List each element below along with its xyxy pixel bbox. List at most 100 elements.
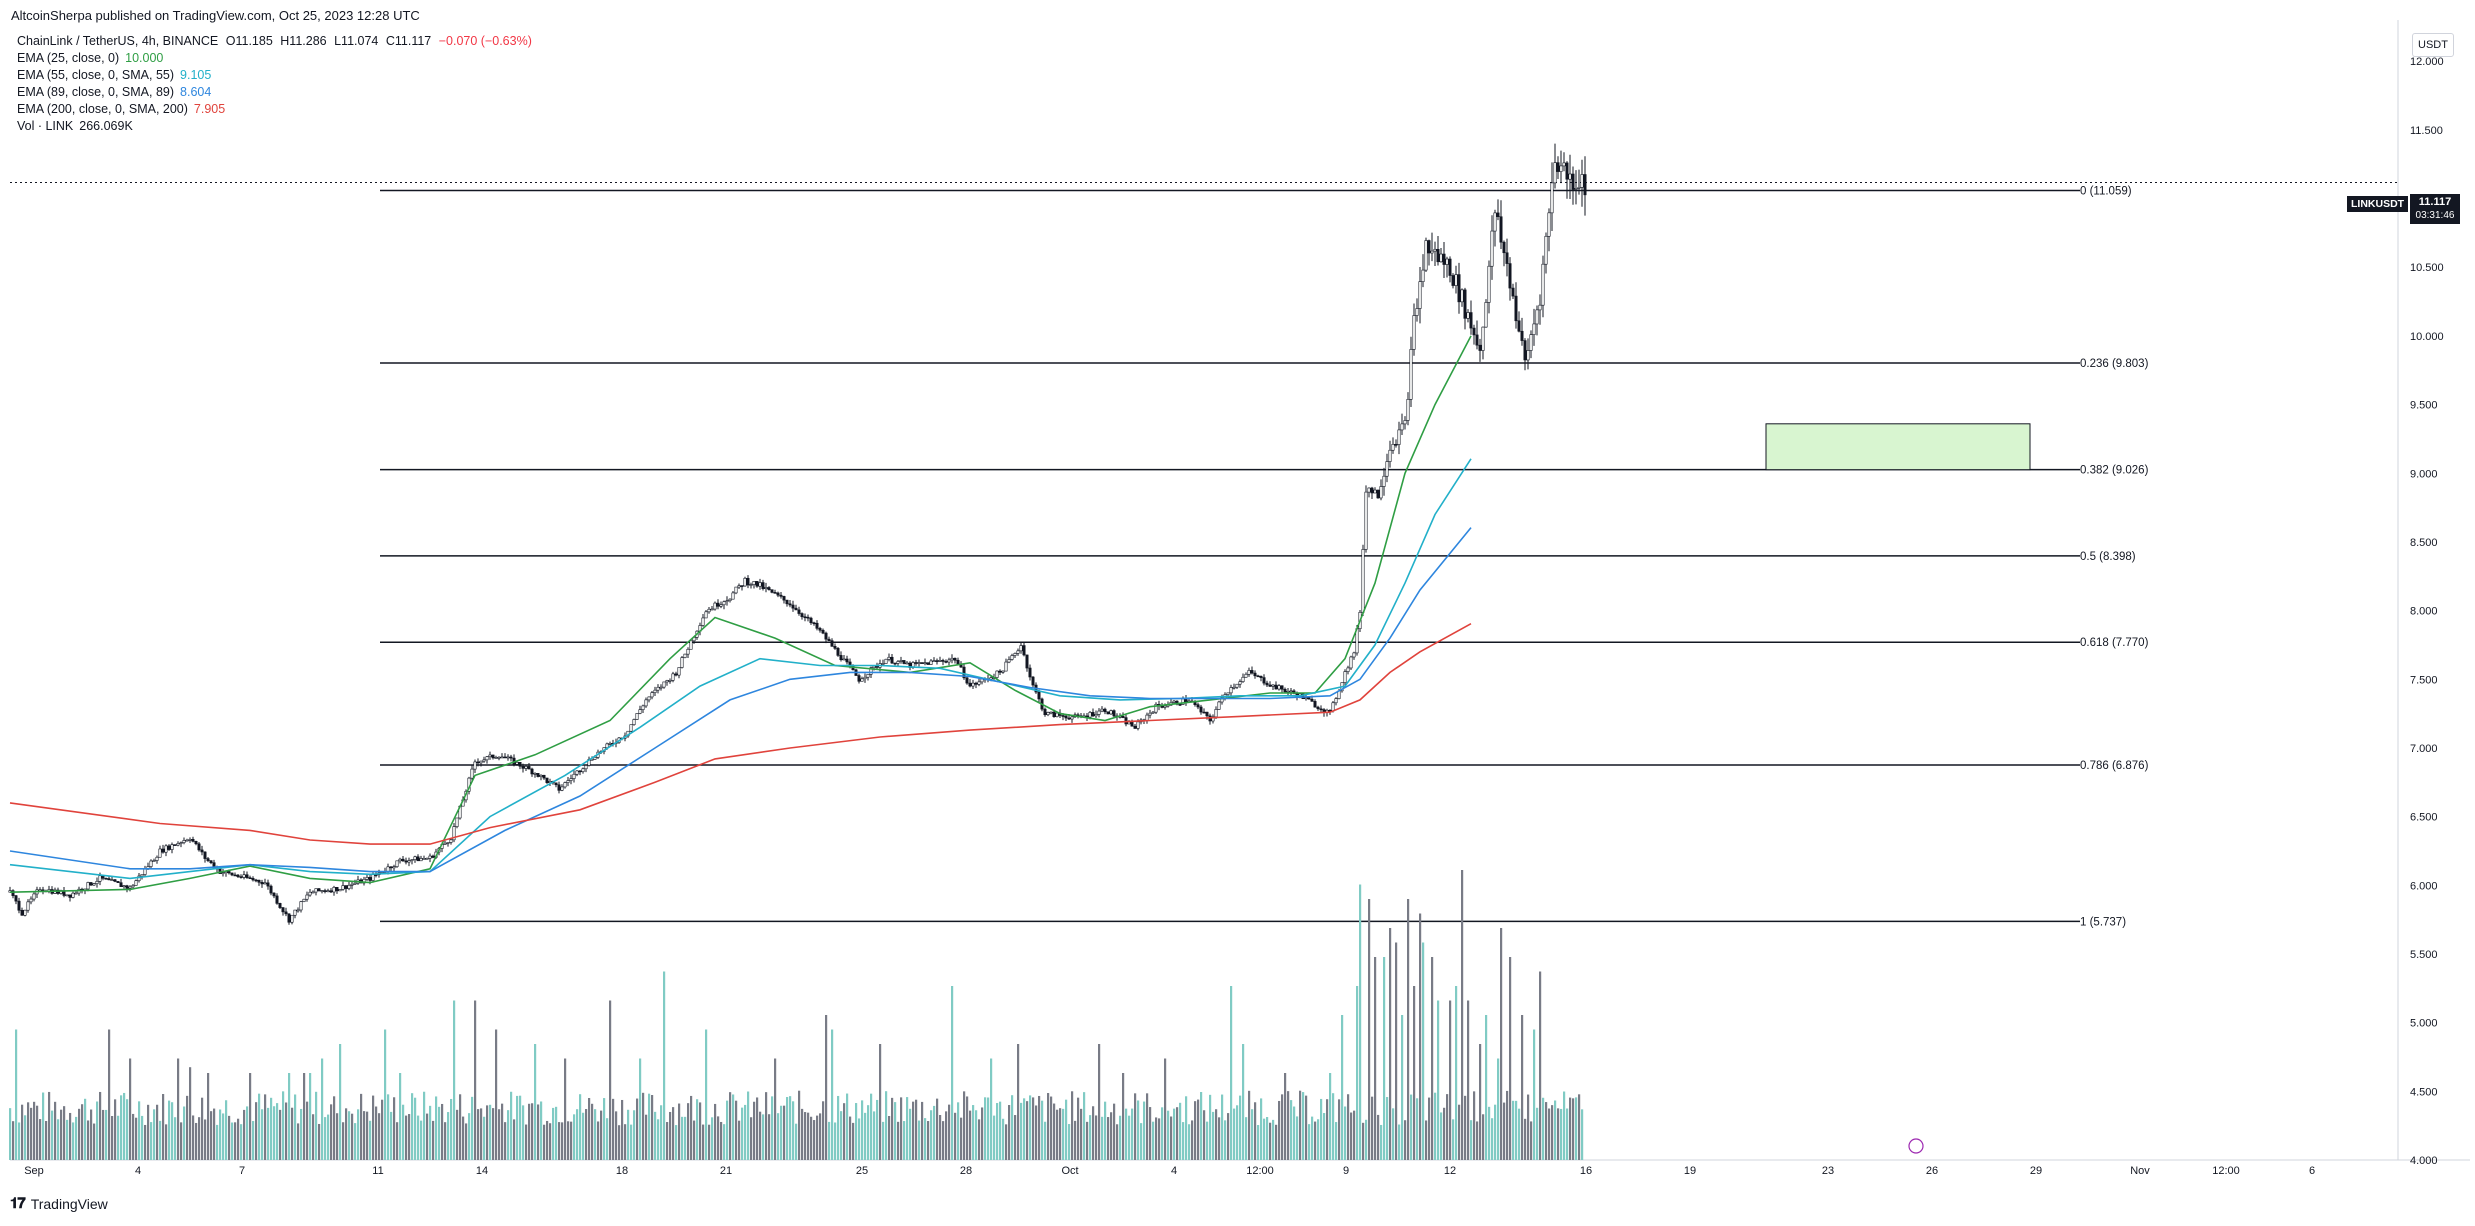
candle-body xyxy=(860,678,864,682)
volume-bar xyxy=(228,1115,231,1160)
y-tick-label: 9.000 xyxy=(2410,468,2438,480)
candle-body xyxy=(482,759,486,762)
candle-body xyxy=(647,696,651,701)
volume-bar xyxy=(1551,1105,1554,1160)
volume-bar xyxy=(495,1029,498,1160)
volume-bar xyxy=(1266,1117,1269,1160)
x-tick-label: 23 xyxy=(1822,1165,1834,1177)
candle-body xyxy=(1244,673,1248,678)
x-tick-label: 6 xyxy=(2309,1165,2315,1177)
y-tick-label: 5.000 xyxy=(2410,1018,2438,1030)
legend-ema89[interactable]: EMA (89, close, 0, SMA, 89) 8.604 xyxy=(17,84,532,101)
legend-volume[interactable]: Vol · LINK 266.069K xyxy=(17,118,532,135)
volume-bar xyxy=(975,1110,978,1160)
candle-body xyxy=(743,577,747,587)
candle-body xyxy=(428,855,432,859)
volume-bar xyxy=(351,1113,354,1160)
volume-bar xyxy=(1437,1000,1440,1160)
tradingview-brand[interactable]: 𝟏𝟕 TradingView xyxy=(10,1195,108,1212)
high-value: H11.286 xyxy=(280,34,327,48)
volume-bar xyxy=(36,1105,39,1160)
candle-body xyxy=(740,585,744,587)
candle-body xyxy=(17,900,21,911)
candle-body xyxy=(1427,240,1431,254)
candle-body xyxy=(395,860,399,867)
candle-body xyxy=(593,757,597,760)
legend-ema55[interactable]: EMA (55, close, 0, SMA, 55) 9.105 xyxy=(17,67,532,84)
candle-body xyxy=(1316,706,1320,710)
volume-bar xyxy=(882,1121,885,1160)
candle-body xyxy=(1127,721,1131,725)
legend-ema200[interactable]: EMA (200, close, 0, SMA, 200) 7.905 xyxy=(17,101,532,118)
candle-body xyxy=(416,856,420,862)
volume-bar xyxy=(1380,1124,1383,1160)
volume-bar xyxy=(474,1000,477,1160)
candle-body xyxy=(227,871,231,874)
volume-bar xyxy=(1230,986,1233,1160)
volume-bar xyxy=(627,1109,630,1160)
candle-body xyxy=(1211,716,1215,722)
candle-body xyxy=(1412,315,1416,350)
candle-body xyxy=(1454,274,1458,286)
volume-bar xyxy=(1425,1120,1428,1160)
candle-body xyxy=(752,581,756,585)
volume-bar xyxy=(1365,1119,1368,1160)
candle-body xyxy=(491,754,495,759)
volume-bar xyxy=(828,1121,831,1160)
candle-body xyxy=(128,886,132,889)
candle-body xyxy=(323,890,327,892)
volume-bar xyxy=(282,1091,285,1160)
volume-bar xyxy=(1533,1029,1536,1160)
candle-body xyxy=(1121,715,1125,718)
volume-bar xyxy=(621,1099,624,1160)
volume-bar xyxy=(102,1109,105,1160)
volume-bar xyxy=(258,1093,261,1160)
volume-bar xyxy=(327,1114,330,1160)
volume-bar xyxy=(1146,1093,1149,1160)
volume-bar xyxy=(990,1058,993,1160)
volume-bar xyxy=(1050,1096,1053,1160)
legend-ema25[interactable]: EMA (25, close, 0) 10.000 xyxy=(17,50,532,67)
candle-body xyxy=(32,893,36,900)
volume-bar xyxy=(120,1095,123,1160)
candle-body xyxy=(284,911,288,915)
volume-bar xyxy=(360,1093,363,1160)
candle-body xyxy=(569,778,573,781)
volume-bar xyxy=(573,1114,576,1160)
volume-bar xyxy=(459,1094,462,1160)
candle-body xyxy=(836,648,840,656)
volume-bar xyxy=(147,1104,150,1160)
y-tick-label: 7.500 xyxy=(2410,674,2438,686)
volume-bar xyxy=(276,1103,279,1160)
ema-line-ema-55 xyxy=(9,458,1472,880)
volume-bar xyxy=(600,1110,603,1160)
candle-body xyxy=(413,856,417,860)
candle-body xyxy=(1487,265,1491,303)
candle-body xyxy=(479,760,483,764)
volume-bar xyxy=(267,1107,270,1160)
volume-bar xyxy=(1344,1106,1347,1160)
volume-bar xyxy=(468,1113,471,1160)
candle-body xyxy=(206,858,210,861)
volume-bar xyxy=(252,1121,255,1160)
candle-body xyxy=(1136,721,1140,729)
volume-bar xyxy=(1389,928,1392,1160)
candle-body xyxy=(392,866,396,869)
volume-bar xyxy=(1413,986,1416,1160)
volume-bar xyxy=(414,1097,417,1160)
candle-body xyxy=(1556,162,1560,172)
candle-body xyxy=(335,886,339,892)
candle-body xyxy=(632,719,636,725)
volume-bar xyxy=(909,1108,912,1160)
currency-button[interactable]: USDT xyxy=(2412,33,2454,57)
candle-body xyxy=(167,845,171,850)
candle-body xyxy=(1112,710,1116,717)
candle-body xyxy=(1529,334,1533,351)
candle-body xyxy=(347,884,351,889)
volume-bar xyxy=(303,1073,306,1160)
brand-label: TradingView xyxy=(30,1195,108,1212)
volume-bar xyxy=(567,1121,570,1160)
volume-bar xyxy=(1299,1090,1302,1160)
volume-bar xyxy=(609,1000,612,1160)
